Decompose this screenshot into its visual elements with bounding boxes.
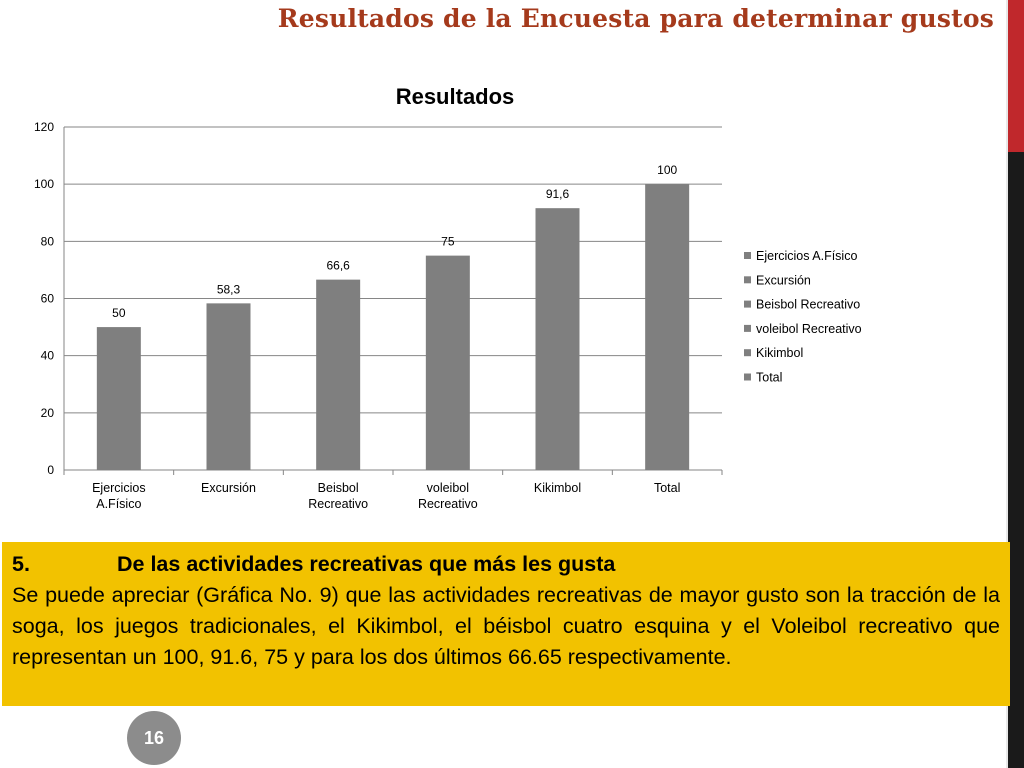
bar (535, 208, 580, 470)
x-tick-label: Total (654, 481, 680, 495)
legend-swatch (744, 276, 751, 284)
legend-label: Total (756, 371, 782, 385)
data-label: 66,6 (326, 259, 350, 273)
x-tick-label: Recreativo (418, 497, 478, 511)
bar (316, 279, 361, 470)
heading-number: 5. (12, 552, 30, 576)
text-box: 5. De las actividades recreativas que más… (2, 542, 1010, 706)
legend-label: Ejercicios A.Físico (756, 249, 857, 263)
right-accent-bar-dark (1008, 152, 1024, 768)
x-tick-label: voleibol (427, 481, 469, 495)
y-tick-label: 100 (34, 177, 54, 191)
legend-swatch (744, 252, 751, 259)
bar (425, 255, 470, 470)
data-label: 58,3 (217, 282, 241, 296)
data-label: 100 (657, 163, 677, 177)
right-edge-separator (1006, 0, 1008, 768)
slide-title: Resultados de la Encuesta para determina… (277, 4, 994, 33)
right-accent-bar-red (1008, 0, 1024, 152)
y-tick-label: 20 (41, 406, 55, 420)
legend-label: Beisbol Recreativo (756, 298, 860, 312)
y-tick-label: 120 (34, 120, 54, 134)
bar (645, 184, 690, 470)
y-tick-label: 80 (41, 234, 55, 248)
x-tick-label: Kikimbol (534, 481, 581, 495)
text-body: Se puede apreciar (Gráfica No. 9) que la… (12, 583, 1000, 669)
x-tick-label: Beisbol (318, 481, 359, 495)
y-tick-label: 40 (41, 349, 55, 363)
legend-swatch (744, 324, 751, 332)
legend-swatch (744, 373, 751, 381)
heading-text: De las actividades recreativas que más l… (117, 552, 616, 576)
bar (206, 303, 251, 470)
page-number-badge: 16 (127, 711, 181, 765)
legend-swatch (744, 349, 751, 357)
x-tick-label: Recreativo (308, 497, 368, 511)
x-tick-label: A.Físico (96, 497, 141, 511)
legend-swatch (744, 300, 751, 308)
data-label: 75 (441, 235, 455, 249)
legend-label: Kikimbol (756, 346, 803, 360)
bar (96, 327, 141, 470)
y-tick-label: 60 (41, 292, 55, 306)
text-heading: 5. De las actividades recreativas que más… (12, 549, 1000, 580)
bar-chart: Resultados 0 20 40 60 80 100 120 50 Ejercicios A.F… (34, 84, 862, 511)
y-tick-label: 0 (47, 463, 54, 477)
x-tick-label: Ejercicios (92, 481, 146, 495)
x-tick-label: Excursión (201, 481, 256, 495)
chart-title: Resultados (396, 84, 515, 109)
legend-label: voleibol Recreativo (756, 322, 862, 336)
data-label: 50 (112, 306, 126, 320)
legend-label: Excursión (756, 273, 811, 287)
data-label: 91,6 (546, 187, 570, 201)
